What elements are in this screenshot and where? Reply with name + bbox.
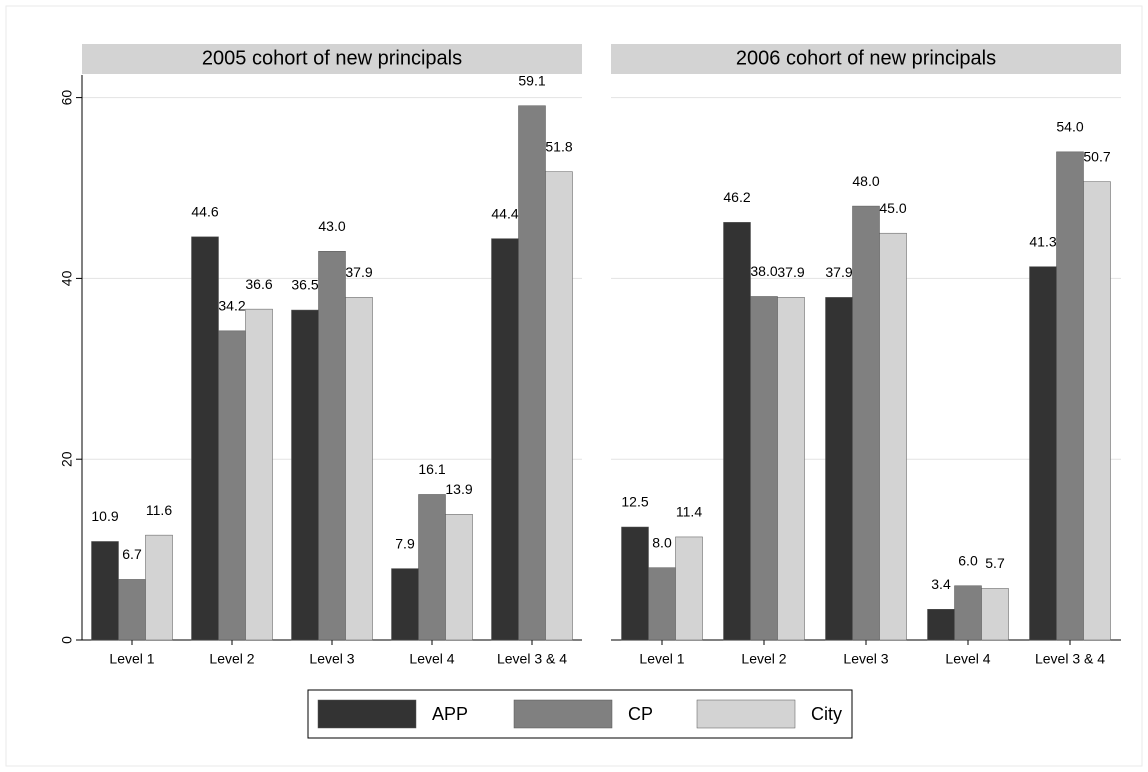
bar	[291, 309, 319, 641]
value-label: 7.9	[395, 535, 415, 551]
x-tick-label: Level 1	[109, 651, 154, 667]
bar	[648, 567, 676, 641]
bar	[879, 232, 907, 641]
bar	[1056, 151, 1084, 641]
bar	[91, 541, 119, 641]
bar	[118, 579, 146, 641]
legend-label: CP	[628, 704, 653, 724]
bar	[927, 609, 955, 641]
value-label: 3.4	[931, 576, 951, 592]
value-label: 11.6	[146, 502, 172, 518]
bar	[1083, 181, 1111, 641]
bar	[954, 585, 982, 641]
value-label: 37.9	[345, 264, 372, 280]
value-label: 54.0	[1056, 119, 1083, 135]
bar	[245, 308, 273, 641]
panel-title-strip	[82, 44, 582, 74]
bar	[418, 494, 446, 641]
value-label: 45.0	[879, 200, 906, 216]
value-label: 44.4	[491, 205, 518, 221]
x-tick-label: Level 3	[843, 651, 888, 667]
value-label: 46.2	[723, 189, 750, 205]
x-tick-label: Level 3	[309, 651, 354, 667]
value-label: 51.8	[545, 138, 572, 154]
bar	[621, 526, 649, 641]
bar	[191, 236, 219, 641]
bar	[145, 534, 173, 641]
bar	[391, 568, 419, 641]
value-label: 36.6	[245, 276, 272, 292]
value-label: 6.7	[122, 546, 142, 562]
value-label: 11.4	[676, 504, 702, 520]
value-label: 44.6	[191, 204, 218, 220]
bar	[675, 536, 703, 641]
bar	[1029, 266, 1057, 641]
y-tick-label: 40	[59, 270, 75, 286]
value-label: 6.0	[958, 552, 978, 568]
legend-label: City	[811, 704, 842, 724]
value-label: 38.0	[750, 263, 777, 279]
bar	[852, 205, 880, 641]
legend-swatch	[317, 699, 417, 729]
x-tick-label: Level 2	[209, 651, 254, 667]
value-label: 59.1	[518, 72, 545, 88]
bar	[981, 588, 1009, 641]
value-label: 43.0	[318, 218, 345, 234]
legend-swatch	[513, 699, 613, 729]
bar	[445, 514, 473, 641]
value-label: 10.9	[91, 508, 118, 524]
y-tick-label: 60	[59, 90, 75, 106]
panel-title-strip	[611, 44, 1121, 74]
value-label: 37.9	[825, 264, 852, 280]
value-label: 8.0	[652, 534, 672, 550]
value-label: 41.3	[1029, 233, 1056, 249]
bar	[777, 297, 805, 641]
x-tick-label: Level 4	[409, 651, 454, 667]
bar	[545, 171, 573, 641]
bar	[491, 238, 519, 641]
legend-label: APP	[432, 704, 468, 724]
y-tick-label: 20	[59, 451, 75, 467]
y-tick-label: 0	[59, 636, 75, 644]
x-tick-label: Level 3 & 4	[497, 651, 567, 667]
bar	[723, 222, 751, 641]
panel-title: 2005 cohort of new principals	[202, 47, 462, 69]
x-tick-label: Level 1	[639, 651, 684, 667]
bar	[518, 105, 546, 641]
panel-title: 2006 cohort of new principals	[736, 47, 996, 69]
value-label: 37.9	[777, 264, 804, 280]
x-tick-label: Level 3 & 4	[1035, 651, 1105, 667]
bar	[750, 296, 778, 641]
value-label: 16.1	[418, 461, 445, 477]
value-label: 12.5	[621, 494, 648, 510]
value-label: 34.2	[218, 298, 245, 314]
bar	[318, 251, 346, 641]
value-label: 5.7	[985, 555, 1005, 571]
bar	[825, 297, 853, 641]
bar	[218, 330, 246, 641]
x-tick-label: Level 2	[741, 651, 786, 667]
value-label: 50.7	[1083, 148, 1110, 164]
value-label: 13.9	[445, 481, 472, 497]
bar	[345, 297, 373, 641]
value-label: 48.0	[852, 173, 879, 189]
legend-swatch	[696, 699, 796, 729]
x-tick-label: Level 4	[945, 651, 990, 667]
value-label: 36.5	[291, 277, 318, 293]
